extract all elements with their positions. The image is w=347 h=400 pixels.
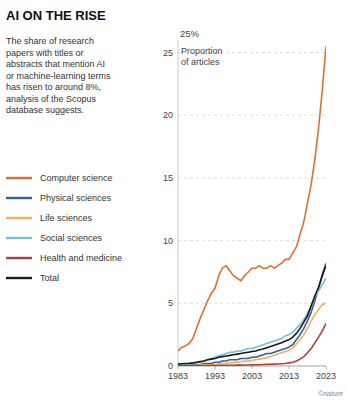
subtitle: The share of research papers with titles … xyxy=(6,36,111,115)
grid-line xyxy=(178,115,326,116)
lines xyxy=(178,46,326,365)
background xyxy=(0,0,347,400)
legend-swatch xyxy=(6,217,32,219)
grid-line xyxy=(178,240,326,241)
y-tick-label: 20 xyxy=(163,110,173,120)
legend-label: Total xyxy=(40,273,59,283)
text-line: analysis of the Scopus xyxy=(6,94,97,104)
text-line: The share of research xyxy=(6,36,94,46)
y-tick-label: 5 xyxy=(168,298,173,308)
watermark: ©nature xyxy=(318,390,343,397)
y-tick-label: 25 xyxy=(163,48,173,58)
x-tick-label: 1983 xyxy=(168,371,188,381)
x-tick-label: 2013 xyxy=(279,371,299,381)
y-axis-label: Proportionof articles xyxy=(181,46,223,67)
x-tick xyxy=(289,366,290,369)
legend-label: Health and medicine xyxy=(40,253,122,263)
legend-swatch xyxy=(6,197,32,199)
text-line: database suggests. xyxy=(6,105,84,115)
series-line xyxy=(178,323,326,365)
grid-line xyxy=(178,303,326,304)
legend-swatch xyxy=(6,177,32,179)
y-tick-label: 10 xyxy=(163,236,173,246)
text-line: has risen to around 8%, xyxy=(6,82,101,92)
x-tick xyxy=(326,366,327,369)
legend-label: Computer science xyxy=(40,173,113,183)
legend-swatch xyxy=(6,277,32,279)
legend-label: Physical sciences xyxy=(40,193,112,203)
legend-label: Life sciences xyxy=(40,213,93,223)
legend-swatch xyxy=(6,237,32,239)
y-tick-label: 15 xyxy=(163,173,173,183)
y-axis-line xyxy=(178,40,179,366)
legend-label: Social sciences xyxy=(40,233,103,243)
series-line xyxy=(178,266,326,364)
legend-swatch xyxy=(6,257,32,259)
series-line xyxy=(178,46,326,351)
text-line: of articles xyxy=(181,57,220,67)
text-line: papers with titles or xyxy=(6,48,84,58)
x-tick xyxy=(215,366,216,369)
y-tick-label: 0 xyxy=(168,361,173,371)
title: AI ON THE RISE xyxy=(6,8,106,23)
x-tick xyxy=(252,366,253,369)
grid-line xyxy=(178,177,326,178)
text-line: or machine-learning terms xyxy=(6,71,111,81)
x-tick-label: 2023 xyxy=(316,371,336,381)
chart: AI ON THE RISE The share of research paper… xyxy=(0,0,347,400)
text-line: Proportion xyxy=(181,46,223,56)
text-line: abstracts that mention AI xyxy=(6,59,105,69)
x-tick-label: 1993 xyxy=(205,371,225,381)
axis-unit: 25% xyxy=(180,28,200,39)
series-line xyxy=(178,263,326,365)
series-line xyxy=(178,303,326,365)
x-tick xyxy=(178,366,179,369)
x-tick-label: 2003 xyxy=(242,371,262,381)
